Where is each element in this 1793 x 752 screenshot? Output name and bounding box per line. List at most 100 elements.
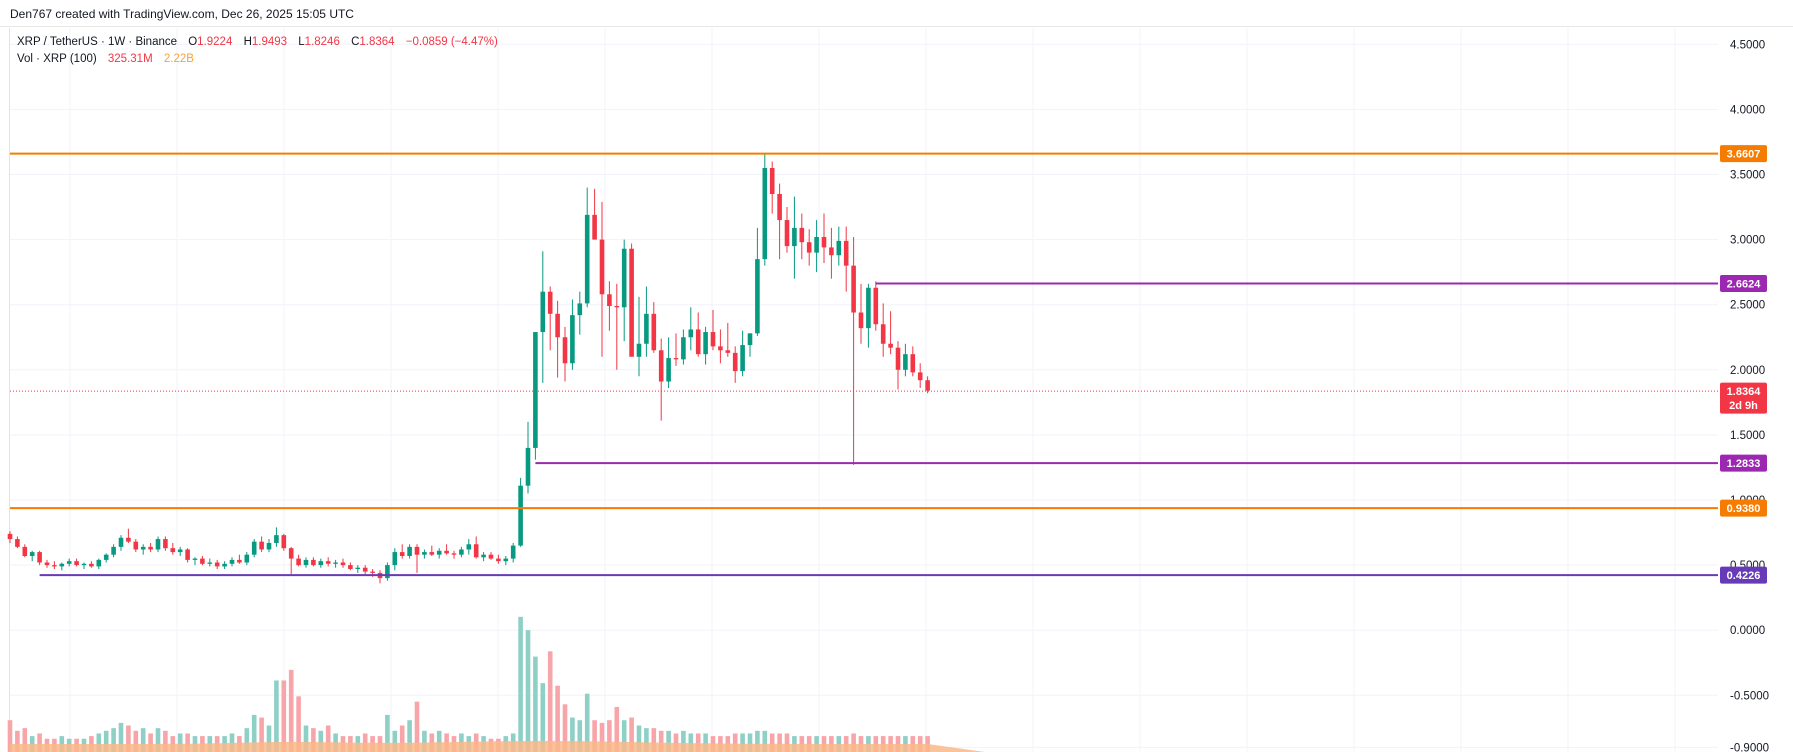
candle-body[interactable] <box>592 214 597 240</box>
candle-body[interactable] <box>895 347 901 370</box>
candle-body[interactable] <box>244 554 250 563</box>
candle-body[interactable] <box>444 550 449 554</box>
candle-body[interactable] <box>866 287 871 329</box>
candle-body[interactable] <box>222 563 227 567</box>
candle-body[interactable] <box>917 372 923 381</box>
candle-body[interactable] <box>436 550 442 555</box>
candle-body[interactable] <box>414 546 420 555</box>
candle-body[interactable] <box>806 242 812 253</box>
candle-body[interactable] <box>681 337 686 360</box>
candle-body[interactable] <box>651 313 657 351</box>
candle-body[interactable] <box>629 248 634 357</box>
candle-body[interactable] <box>399 552 405 556</box>
candle-body[interactable] <box>673 358 679 360</box>
candle-body[interactable] <box>81 563 87 566</box>
candle-body[interactable] <box>925 380 930 391</box>
candle-body[interactable] <box>547 291 553 314</box>
candle-body[interactable] <box>777 194 782 221</box>
candle-body[interactable] <box>89 563 94 567</box>
candle-body[interactable] <box>821 236 827 248</box>
candle-body[interactable] <box>340 562 346 566</box>
candle-body[interactable] <box>318 561 324 566</box>
candle-body[interactable] <box>126 537 131 542</box>
candle-body[interactable] <box>274 535 279 543</box>
candle-body[interactable] <box>784 220 790 247</box>
candle-body[interactable] <box>422 552 427 555</box>
candle-body[interactable] <box>510 545 516 559</box>
candle-body[interactable] <box>555 313 560 338</box>
candle-body[interactable] <box>466 544 472 550</box>
candle-body[interactable] <box>237 559 242 563</box>
candle-body[interactable] <box>814 236 819 253</box>
candle-body[interactable] <box>607 294 612 307</box>
candle-body[interactable] <box>636 343 642 357</box>
candle-body[interactable] <box>503 558 509 562</box>
candle-body[interactable] <box>829 247 834 256</box>
candle-body[interactable] <box>392 552 398 566</box>
candle-body[interactable] <box>362 567 368 572</box>
candle-body[interactable] <box>44 562 50 566</box>
candle-body[interactable] <box>725 350 731 353</box>
candle-body[interactable] <box>118 537 124 547</box>
candle-body[interactable] <box>22 546 28 556</box>
candle-body[interactable] <box>599 239 605 295</box>
candle-body[interactable] <box>688 329 694 338</box>
candle-body[interactable] <box>303 559 309 566</box>
candle-body[interactable] <box>103 554 109 560</box>
volume-label[interactable]: Vol · XRP (100) <box>17 53 97 65</box>
candle-body[interactable] <box>518 485 523 546</box>
candle-body[interactable] <box>644 313 649 344</box>
candle-body[interactable] <box>348 565 353 570</box>
candle-body[interactable] <box>111 546 116 555</box>
candle-body[interactable] <box>296 558 301 566</box>
candle-body[interactable] <box>185 549 190 560</box>
candle-body[interactable] <box>858 312 864 329</box>
candle-body[interactable] <box>74 561 79 566</box>
candle-body[interactable] <box>37 552 42 563</box>
candle-body[interactable] <box>732 352 738 372</box>
candle-body[interactable] <box>799 227 805 243</box>
candle-body[interactable] <box>614 306 620 308</box>
candle-body[interactable] <box>710 332 716 347</box>
candle-body[interactable] <box>703 332 708 355</box>
candle-body[interactable] <box>880 324 886 344</box>
candle-body[interactable] <box>200 558 205 564</box>
candle-body[interactable] <box>903 354 908 370</box>
candle-body[interactable] <box>451 553 457 555</box>
candle-body[interactable] <box>873 287 879 325</box>
candle-body[interactable] <box>533 332 538 448</box>
candle-body[interactable] <box>385 565 390 579</box>
candle-body[interactable] <box>214 562 220 567</box>
candle-body[interactable] <box>15 539 20 547</box>
candle-body[interactable] <box>207 562 213 564</box>
candle-body[interactable] <box>52 565 57 567</box>
symbol-label[interactable]: XRP / TetherUS · 1W · Binance <box>17 36 178 48</box>
candle-body[interactable] <box>266 542 272 550</box>
candle-body[interactable] <box>155 539 161 550</box>
candle-body[interactable] <box>473 544 479 558</box>
candle-body[interactable] <box>370 571 375 573</box>
candle-body[interactable] <box>163 539 168 549</box>
candle-body[interactable] <box>459 549 464 555</box>
candle-body[interactable] <box>170 548 176 553</box>
candle-body[interactable] <box>148 546 153 550</box>
candle-body[interactable] <box>740 345 745 372</box>
candle-body[interactable] <box>29 552 35 556</box>
candle-body[interactable] <box>7 533 13 540</box>
candle-body[interactable] <box>540 291 546 333</box>
candle-body[interactable] <box>229 559 235 564</box>
candle-body[interactable] <box>658 350 664 382</box>
candle-body[interactable] <box>570 315 575 364</box>
candle-body[interactable] <box>496 558 501 562</box>
candle-body[interactable] <box>66 561 72 564</box>
candle-body[interactable] <box>851 265 856 313</box>
candle-body[interactable] <box>718 346 723 351</box>
candle-body[interactable] <box>525 447 531 486</box>
candle-body[interactable] <box>177 549 183 553</box>
candle-body[interactable] <box>888 343 893 348</box>
candle-body[interactable] <box>666 358 671 382</box>
candle-body[interactable] <box>755 259 760 334</box>
candle-body[interactable] <box>836 240 842 256</box>
candle-body[interactable] <box>577 303 583 316</box>
candle-body[interactable] <box>488 554 494 559</box>
